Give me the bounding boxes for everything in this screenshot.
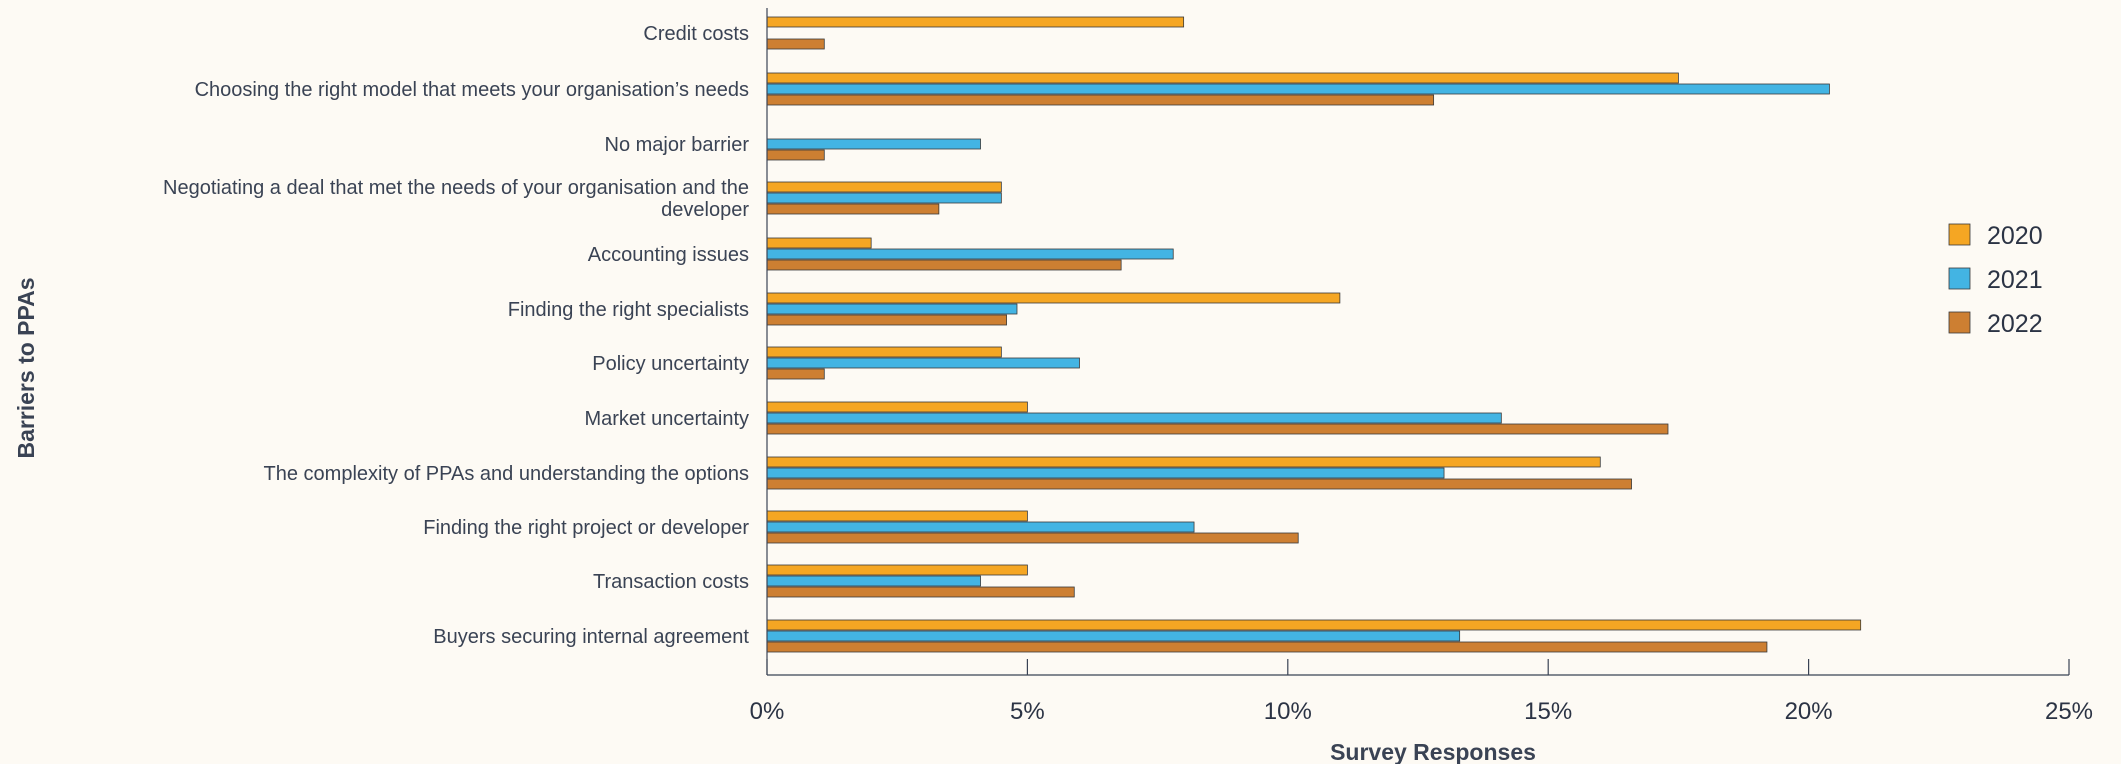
legend-label-2021: 2021 [1987,266,2043,294]
bar-2021 [766,138,981,150]
category-label: Buyers securing internal agreement [433,626,749,648]
bar-2022 [766,478,1632,490]
x-axis-title: Survey Responses [1330,739,1536,764]
bar-2020 [766,72,1679,84]
bar-2022 [766,641,1768,653]
bar-2021 [766,248,1174,260]
bar-2022 [766,203,940,215]
legend-swatch-2020 [1948,223,1971,246]
category-label: No major barrier [605,134,750,156]
bar-2020 [766,619,1862,631]
bar-2020 [766,346,1002,358]
category-label: Accounting issues [588,244,749,266]
bar-2022 [766,586,1075,598]
bar-2021 [766,575,981,587]
bar-2022 [766,38,825,50]
legend: 2020 2021 2022 [1948,222,2043,338]
bar-2021 [766,192,1002,204]
bar-2021 [766,521,1195,533]
bars [766,16,1862,653]
bar-2021 [766,630,1461,642]
bar-2022 [766,368,825,380]
category-label: developer [661,199,749,221]
bar-2022 [766,94,1435,106]
bar-2020 [766,510,1028,522]
bar-2020 [766,181,1002,193]
bar-2021 [766,467,1445,479]
bar-2022 [766,314,1007,326]
legend-swatch-2021 [1948,267,1971,290]
x-tick-label: 15% [1524,698,1572,725]
legend-label-2022: 2022 [1987,310,2043,338]
x-tick-label: 0% [750,698,785,725]
category-label: Negotiating a deal that met the needs of… [163,177,749,199]
legend-swatch-2022 [1948,311,1971,334]
y-axis-title: Barriers to PPAs [13,277,39,458]
bar-2021 [766,83,1830,95]
legend-label-2020: 2020 [1987,222,2043,250]
bar-2020 [766,292,1341,304]
x-tick-label: 10% [1264,698,1312,725]
category-label: Finding the right project or developer [423,517,749,539]
x-tick-label: 20% [1785,698,1833,725]
x-tick-label: 25% [2045,698,2093,725]
category-label: Policy uncertainty [592,353,749,375]
bar-2020 [766,237,872,249]
bar-2020 [766,16,1185,28]
bar-2022 [766,149,825,161]
category-labels: Credit costs Choosing the right model tha… [163,23,749,648]
bar-2022 [766,259,1122,271]
x-axis-ticks: 0% 5% 10% 15% 20% 25% [750,659,2093,725]
bar-2022 [766,532,1299,544]
bar-2020 [766,401,1028,413]
category-label: The complexity of PPAs and understanding… [264,463,749,485]
x-tick-label: 5% [1010,698,1045,725]
category-label: Transaction costs [593,571,749,593]
bar-2021 [766,412,1502,424]
category-label: Finding the right specialists [508,299,749,321]
bar-2022 [766,423,1669,435]
category-label: Credit costs [643,23,749,45]
bar-2021 [766,303,1018,315]
bar-2020 [766,456,1601,468]
category-label: Market uncertainty [584,408,749,430]
bar-2020 [766,564,1028,576]
bar-2021 [766,357,1080,369]
category-label: Choosing the right model that meets your… [195,79,749,101]
